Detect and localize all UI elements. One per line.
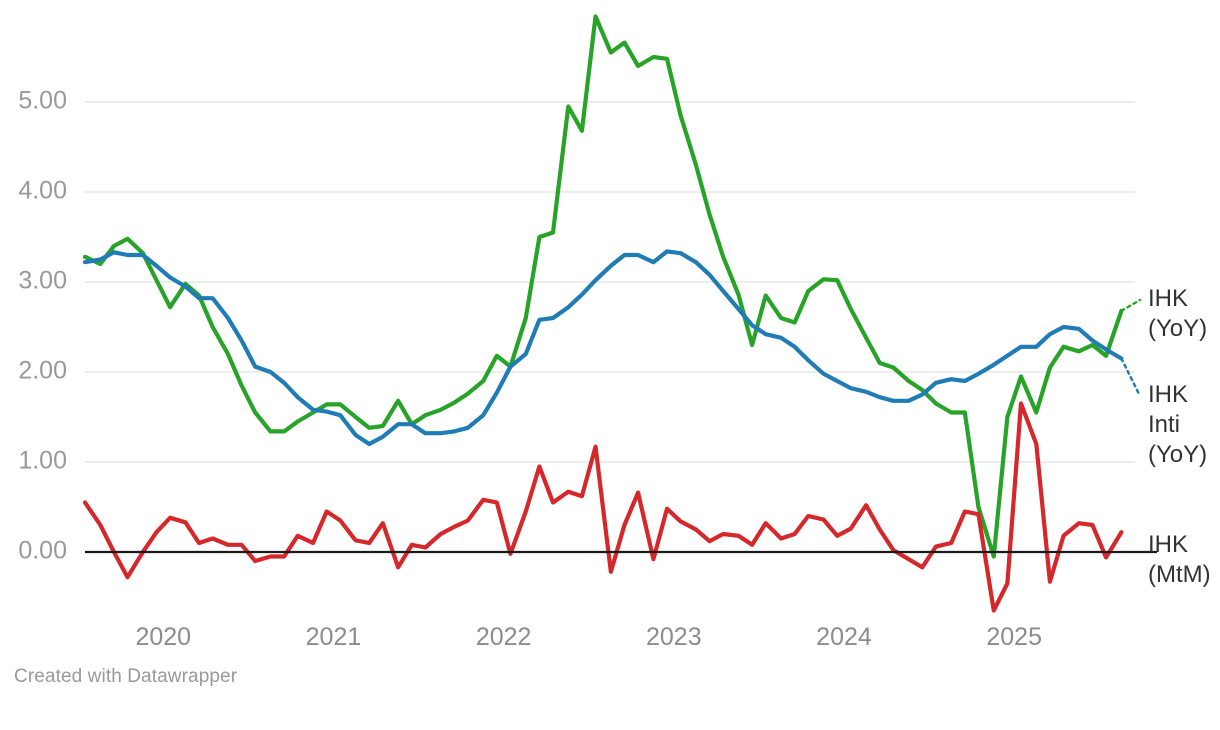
series-label-line: Inti bbox=[1148, 411, 1180, 438]
x-axis-tick-label: 2023 bbox=[646, 623, 702, 651]
y-axis-tick-label: 2.00 bbox=[18, 357, 67, 385]
datawrapper-credit: Created with Datawrapper bbox=[14, 666, 238, 687]
y-axis-tick-label: 4.00 bbox=[18, 177, 67, 205]
series-label-ihk_yoy: IHK (YoY) bbox=[1148, 285, 1207, 342]
y-axis-tick-label: 1.00 bbox=[18, 447, 67, 475]
series-label-line: IHK bbox=[1148, 381, 1188, 408]
x-axis-labels-group: 2020 2021 2022 2023 2024 2025 bbox=[135, 623, 1042, 651]
series-lines-group bbox=[82, 14, 1124, 613]
x-axis-tick-label: 2020 bbox=[135, 623, 191, 651]
leader-line-ihk_inti_yoy bbox=[1120, 357, 1142, 398]
series-label-line: IHK bbox=[1148, 285, 1188, 312]
series-label-ihk_mtm: IHK (MtM) bbox=[1148, 531, 1211, 588]
series-line-ihk_yoy bbox=[82, 14, 1124, 559]
gridlines-group bbox=[85, 101, 1135, 463]
series-label-ihk_inti_yoy: IHK Inti (YoY) bbox=[1148, 381, 1207, 468]
y-axis-tick-label: 5.00 bbox=[18, 87, 67, 115]
x-axis-tick-label: 2022 bbox=[476, 623, 532, 651]
series-label-line: (MtM) bbox=[1148, 561, 1211, 588]
x-axis-tick-label: 2024 bbox=[816, 623, 872, 651]
x-axis-tick-label: 2021 bbox=[306, 623, 362, 651]
series-label-line: (YoY) bbox=[1148, 315, 1207, 342]
y-axis-tick-label: 3.00 bbox=[18, 267, 67, 295]
series-line-ihk_inti_yoy bbox=[82, 249, 1124, 447]
series-label-line: IHK bbox=[1148, 531, 1188, 558]
legend-leader-lines-group bbox=[1120, 298, 1142, 398]
leader-line-ihk_yoy bbox=[1120, 298, 1142, 312]
series-line-ihk_mtm bbox=[82, 401, 1124, 613]
series-labels-group: IHK (YoY) IHK Inti (YoY) IHK (MtM) bbox=[1148, 285, 1211, 588]
x-axis-tick-label: 2025 bbox=[986, 623, 1042, 651]
y-axis-labels-group: 0.00 1.00 2.00 3.00 4.00 5.00 bbox=[18, 87, 67, 565]
series-label-line: (YoY) bbox=[1148, 441, 1207, 468]
y-axis-tick-label: 0.00 bbox=[18, 537, 67, 565]
